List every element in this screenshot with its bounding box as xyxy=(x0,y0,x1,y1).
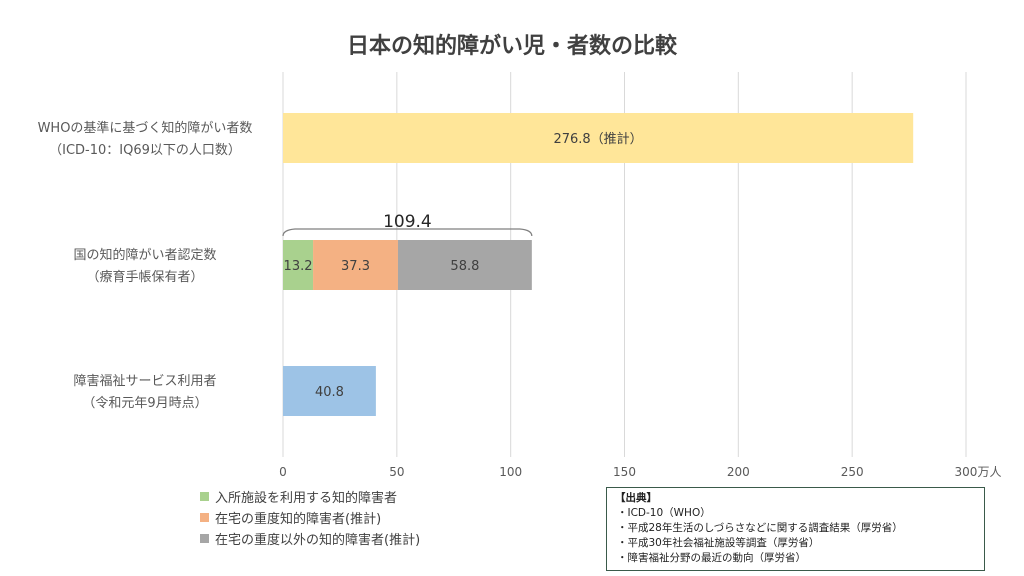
x-tick-label: 300万人 xyxy=(955,465,1002,479)
category-label: WHOの基準に基づく知的障がい者数 xyxy=(38,120,253,136)
legend: 入所施設を利用する知的障害者 在宅の重度知的障害者(推計) 在宅の重度以外の知的… xyxy=(200,486,420,549)
chart-title: 日本の知的障がい児・者数の比較 xyxy=(346,34,677,59)
data-label: 37.3 xyxy=(341,259,370,274)
x-tick-label: 150 xyxy=(613,465,636,479)
category-label: 国の知的障がい者認定数 xyxy=(73,247,216,263)
category-label: （療育手帳保有者） xyxy=(86,269,203,285)
data-label: 276.8（推計） xyxy=(553,131,642,147)
bar-segment xyxy=(313,240,398,290)
legend-label: 在宅の重度以外の知的障害者(推計) xyxy=(215,533,421,548)
category-label: （令和元年9月時点） xyxy=(82,396,207,411)
bar-segment xyxy=(397,240,532,290)
bar-chart: 0 50 100 150 200 250 300万人 WHOの基準に基づく知的障がい者数 （IC… xyxy=(38,72,1002,479)
legend-item: 入所施設を利用する知的障害者 xyxy=(200,486,420,507)
x-tick-label: 50 xyxy=(389,465,404,479)
data-label: 58.8 xyxy=(450,259,479,274)
data-label: 13.2 xyxy=(284,259,313,274)
source-line: ・平成28年生活のしづらさなどに関する調査結果（厚労省） xyxy=(617,522,903,534)
legend-label: 在宅の重度知的障害者(推計) xyxy=(215,512,382,527)
total-label: 109.4 xyxy=(383,212,432,232)
x-tick-label: 100 xyxy=(499,465,522,479)
x-unit-label: 万人 xyxy=(977,465,1001,479)
legend-swatch xyxy=(200,492,209,501)
source-title: 【出典】 xyxy=(615,492,657,504)
legend-swatch xyxy=(200,513,209,522)
source-line: ・ICD-10（WHO） xyxy=(617,507,711,519)
x-tick-label: 250 xyxy=(841,465,864,479)
legend-item: 在宅の重度以外の知的障害者(推計) xyxy=(200,528,420,549)
data-label: 40.8 xyxy=(315,385,344,400)
bar-segment xyxy=(283,366,376,416)
bar-segment xyxy=(283,113,914,163)
legend-item: 在宅の重度知的障害者(推計) xyxy=(200,507,420,528)
x-tick-label: 200 xyxy=(727,465,750,479)
category-label: （ICD-10：IQ69以下の人口数） xyxy=(49,143,241,158)
legend-swatch xyxy=(200,534,209,543)
bar-segment xyxy=(283,240,314,290)
category-label: 障害福祉サービス利用者 xyxy=(73,373,216,389)
source-line: ・障害福祉分野の最近の動向（厚労省） xyxy=(617,552,806,564)
total-brace xyxy=(282,228,533,237)
x-tick-label: 0 xyxy=(279,465,287,479)
source-box: 【出典】 ・ICD-10（WHO） ・平成28年生活のしづらさなどに関する調査結… xyxy=(606,487,985,571)
legend-label: 入所施設を利用する知的障害者 xyxy=(215,491,398,506)
source-line: ・平成30年社会福祉施設等調査（厚労省） xyxy=(617,537,820,549)
